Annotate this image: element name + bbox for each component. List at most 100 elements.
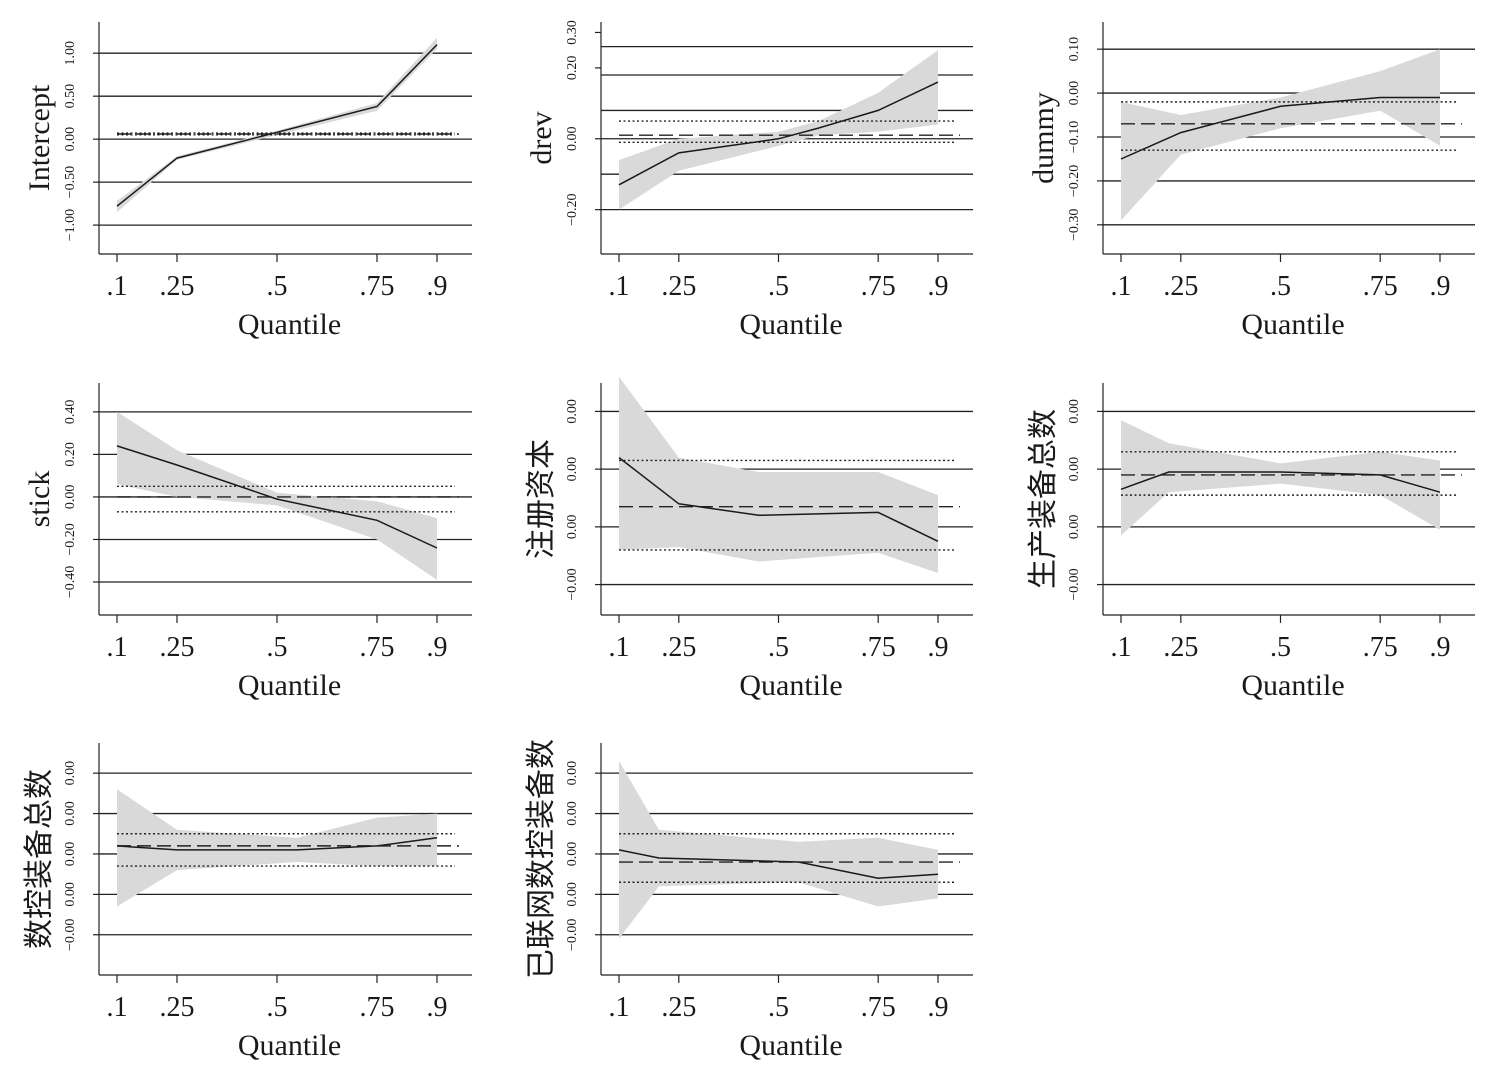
panel-6: −0.00 0.00 0.00 0.00 .1 .25 .5 .75 .9 Quantile 生产装… [1027,383,1475,702]
x-tick-label: .5 [768,992,789,1023]
y-tick-label: −0.00 [565,919,580,951]
x-tick-label: .75 [1363,271,1398,302]
y-tick-label: −0.20 [565,193,580,225]
y-tick-label: −1.00 [63,209,78,241]
confidence-band [117,411,437,580]
y-tick-label: 0.50 [63,84,78,109]
x-tick-label: .9 [928,992,949,1023]
y-tick-label: −0.10 [1067,121,1082,153]
y-tick-label: 0.00 [565,457,580,482]
y-tick-label: 0.00 [63,842,78,867]
x-tick-label: .9 [427,632,448,663]
x-tick-label: .75 [360,632,395,663]
y-tick-label: 0.00 [1067,81,1082,106]
x-tick-label: .9 [928,271,949,302]
x-tick-label: .5 [768,271,789,302]
confidence-band [117,37,437,213]
x-axis-label: Quantile [1241,669,1344,702]
x-tick-label: .25 [661,992,696,1023]
x-tick-label: .5 [1270,271,1291,302]
quantile-estimate-line [116,837,438,851]
x-tick-label: .5 [1270,632,1291,663]
x-tick-label: .1 [1111,271,1132,302]
y-tick-label: 0.00 [565,761,580,786]
panel-2: −0.20 0.00 0.20 0.30 .1 .25 .5 .75 .9 Quantile dre… [525,20,973,341]
x-tick-label: .25 [160,632,195,663]
y-tick-label: 0.00 [63,761,78,786]
y-tick-label: 0.00 [565,801,580,826]
x-tick-label: .9 [928,632,949,663]
x-tick-label: .25 [661,632,696,663]
quantile-estimate-line [618,81,939,186]
x-axis-label: Quantile [238,669,341,702]
y-axis-label: stick [23,471,56,528]
quantile-estimate-line [116,445,438,549]
confidence-band [619,376,938,573]
panel-5: −0.00 0.00 0.00 0.00 .1 .25 .5 .75 .9 Quantile 注册资… [525,376,973,702]
x-axis-label: Quantile [739,308,842,341]
y-axis-label: 生产装备总数 [1027,409,1060,589]
y-tick-label: −0.00 [1067,568,1082,600]
confidence-band [619,761,938,939]
y-tick-label: 0.00 [565,882,580,907]
y-tick-label: −0.30 [1067,209,1082,241]
x-tick-label: .75 [1363,632,1398,663]
panel-3: −0.30 −0.20 −0.10 0.00 0.10 .1 .25 .5 .75 .9 Quant… [1027,22,1475,341]
y-tick-label: −0.00 [63,919,78,951]
x-tick-label: .1 [107,632,128,663]
x-tick-label: .5 [267,271,288,302]
y-axis-label: dummy [1027,92,1060,184]
quantile-estimate-line [1120,471,1441,493]
y-tick-label: 0.00 [565,842,580,867]
y-axis-label: 数控装备总数 [23,769,56,949]
y-tick-label: 0.40 [63,400,78,425]
quantile-estimate-line [1120,96,1440,160]
x-axis-label: Quantile [238,1029,341,1062]
y-axis-label: 注册资本 [525,439,558,559]
y-tick-label: −0.20 [1067,165,1082,197]
confidence-band [117,789,437,907]
y-tick-label: 0.00 [63,127,78,152]
y-tick-label: −0.40 [63,566,78,598]
y-axis-label: 已联网数控装备数 [525,739,558,979]
x-tick-label: .25 [661,271,696,302]
x-tick-label: .25 [160,271,195,302]
y-tick-label: 0.10 [1067,37,1082,62]
y-tick-label: 0.20 [565,56,580,81]
y-tick-label: 0.00 [1067,515,1082,540]
panel-8: −0.00 0.00 0.00 0.00 0.00 .1 .25 .5 .75 .9 Quantil… [525,739,973,1062]
x-tick-label: .75 [360,271,395,302]
y-tick-label: 0.00 [1067,399,1082,424]
x-tick-label: .5 [267,992,288,1023]
x-tick-label: .9 [427,992,448,1023]
y-tick-label: 0.00 [1067,457,1082,482]
x-tick-label: .75 [861,632,896,663]
x-tick-label: .1 [107,992,128,1023]
quantile-estimate-line [618,457,939,542]
panel-4: −0.40 −0.20 0.00 0.20 0.40 .1 .25 .5 .75 .9 Quanti… [23,383,472,702]
x-tick-label: .25 [160,992,195,1023]
x-tick-label: .5 [267,632,288,663]
x-tick-label: .9 [427,271,448,302]
y-axis-label: Intercept [23,84,56,191]
x-tick-label: .75 [360,992,395,1023]
y-tick-label: 0.00 [63,801,78,826]
y-tick-label: 0.20 [63,442,78,467]
y-tick-label: 0.30 [565,20,580,45]
x-tick-label: .75 [861,271,896,302]
x-tick-label: .1 [107,271,128,302]
y-tick-label: 1.00 [63,41,78,66]
x-tick-label: .1 [1111,632,1132,663]
x-axis-label: Quantile [739,1029,842,1062]
y-tick-label: 0.00 [565,515,580,540]
x-axis-label: Quantile [238,308,341,341]
panel-1: −1.00 −0.50 0.00 0.50 1.00 .1 .25 .5 .75 .9 Quanti… [23,22,472,341]
y-tick-label: −0.00 [565,568,580,600]
x-tick-label: .5 [768,632,789,663]
x-tick-label: .1 [609,632,630,663]
x-axis-label: Quantile [1241,308,1344,341]
x-tick-label: .25 [1163,271,1198,302]
x-tick-label: .9 [1430,632,1451,663]
panel-7: −0.00 0.00 0.00 0.00 0.00 .1 .25 .5 .75 .9 Quantil… [23,743,472,1062]
y-tick-label: 0.00 [565,399,580,424]
